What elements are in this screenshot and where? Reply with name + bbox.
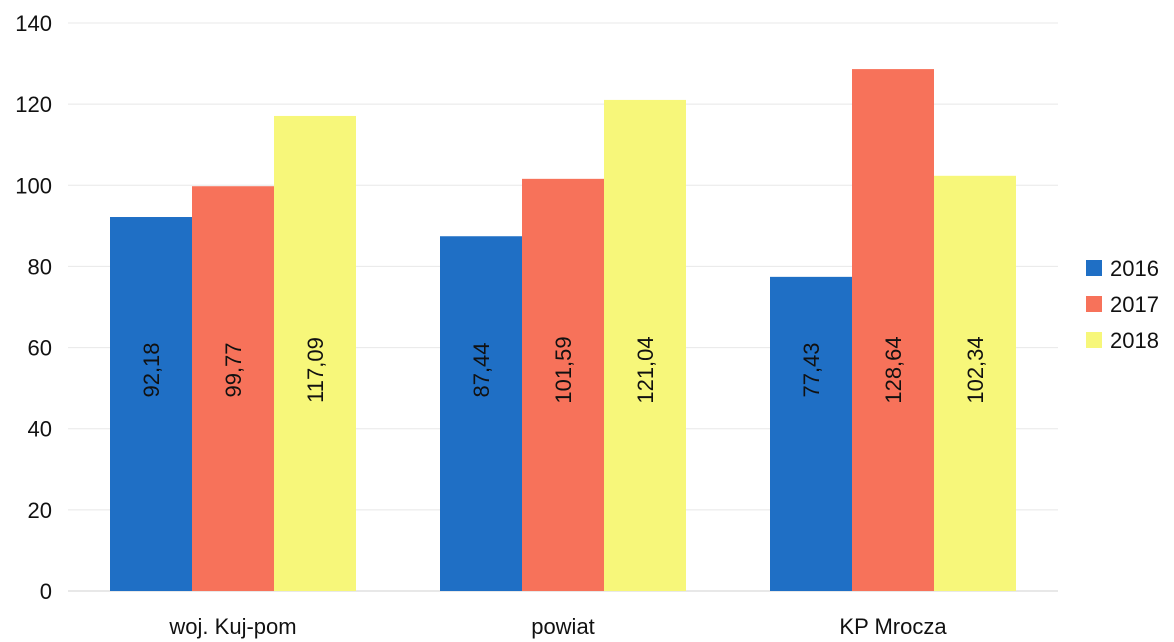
bars: 92,18 99,77 117,09 87,44 101,59 121,04 77,43 12… xyxy=(110,69,1016,592)
legend-label: 2018 xyxy=(1110,328,1159,353)
y-tick-label: 120 xyxy=(15,92,52,117)
y-tick-label: 40 xyxy=(28,417,52,442)
bar-2016-1 xyxy=(440,236,522,592)
data-label: 102,34 xyxy=(963,336,988,403)
data-label: 92,18 xyxy=(139,342,164,397)
bar-2018-0 xyxy=(274,115,356,591)
bar-2017-0 xyxy=(192,186,274,591)
legend: 2016 2017 2018 xyxy=(1086,256,1159,353)
legend-swatch xyxy=(1086,260,1102,276)
data-label: 128,64 xyxy=(881,336,906,403)
data-label: 87,44 xyxy=(469,342,494,397)
bar-2018-2 xyxy=(934,175,1016,592)
legend-label: 2016 xyxy=(1110,256,1159,281)
data-label: 101,59 xyxy=(551,336,576,403)
y-tick-label: 140 xyxy=(15,11,52,36)
bar-2016-2 xyxy=(770,276,852,591)
data-label: 77,43 xyxy=(799,342,824,397)
category-label: powiat xyxy=(531,614,595,639)
bar-2017-2 xyxy=(852,69,934,592)
bar-2018-1 xyxy=(604,99,686,591)
bar-2016-0 xyxy=(110,217,192,591)
data-label: 121,04 xyxy=(633,336,658,403)
data-label: 117,09 xyxy=(303,337,328,403)
legend-swatch xyxy=(1086,296,1102,312)
bar-2017-1 xyxy=(522,178,604,592)
x-axis: woj. Kuj-pom powiat KP Mrocza xyxy=(168,614,947,639)
y-tick-label: 80 xyxy=(28,254,52,279)
data-label: 99,77 xyxy=(221,342,246,397)
category-label: KP Mrocza xyxy=(839,614,947,639)
y-tick-label: 100 xyxy=(15,173,52,198)
y-tick-label: 20 xyxy=(28,498,52,523)
legend-swatch xyxy=(1086,332,1102,348)
legend-label: 2017 xyxy=(1110,292,1159,317)
y-axis: 0 20 40 60 80 100 120 140 xyxy=(15,11,52,604)
category-label: woj. Kuj-pom xyxy=(168,614,296,639)
y-tick-label: 0 xyxy=(40,579,52,604)
y-tick-label: 60 xyxy=(28,336,52,361)
